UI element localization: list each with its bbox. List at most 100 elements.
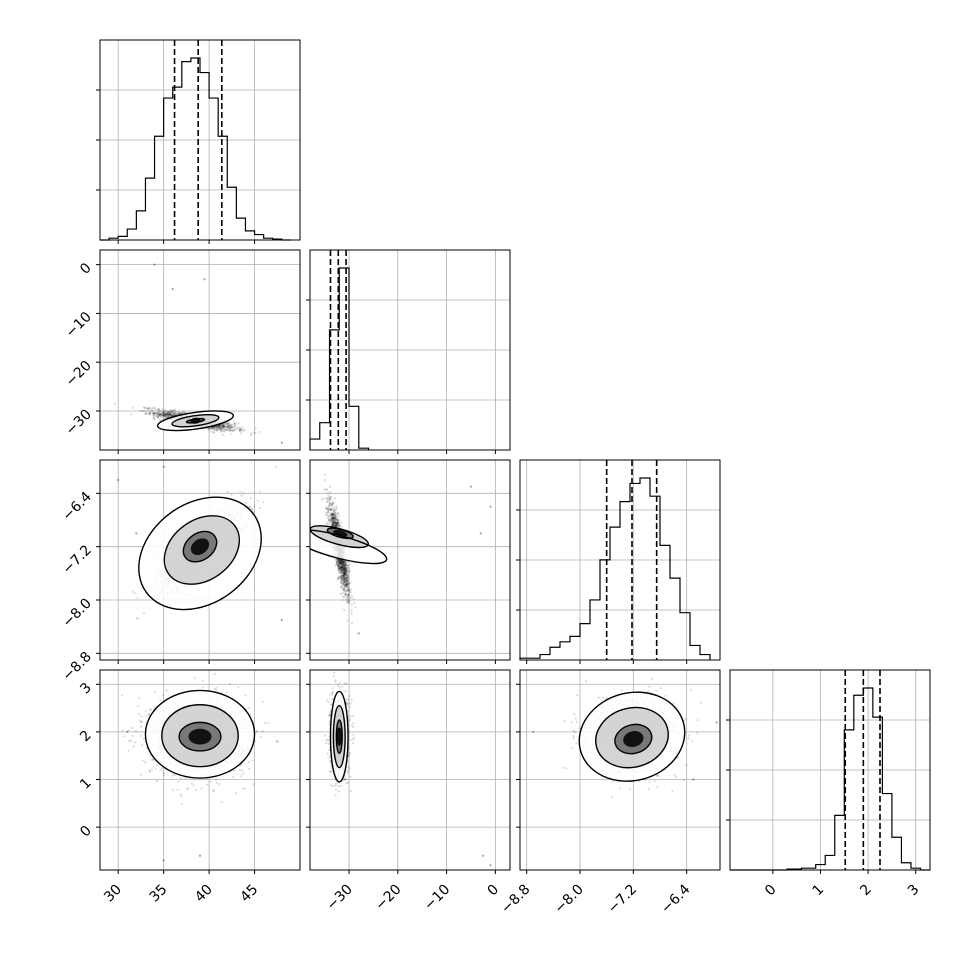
scatter-point — [343, 593, 347, 596]
scatter-point — [159, 413, 162, 416]
scatter-point — [165, 413, 168, 416]
scatter-point — [280, 441, 283, 444]
scatter-point — [332, 523, 335, 526]
scatter-point — [334, 518, 337, 521]
scatter-point — [238, 429, 241, 432]
scatter-point — [208, 427, 211, 430]
scatter-point — [329, 520, 332, 524]
scatter-point — [244, 501, 248, 505]
scatter-point — [339, 576, 343, 579]
scatter-point — [335, 558, 338, 561]
scatter-point — [342, 567, 345, 571]
scatter-point — [213, 426, 217, 429]
scatter-point — [332, 516, 335, 519]
scatter-point — [167, 411, 170, 414]
scatter-point — [157, 409, 160, 412]
scatter-point — [217, 424, 221, 428]
contour-line — [156, 410, 234, 432]
scatter-point — [217, 424, 220, 427]
scatter-point — [157, 414, 160, 417]
scatter-point — [331, 513, 334, 517]
scatter-point — [172, 411, 175, 414]
scatter-point — [331, 523, 334, 527]
scatter-point — [332, 506, 335, 509]
scatter-point — [348, 569, 351, 573]
scatter-point — [342, 560, 345, 563]
scatter-point — [331, 523, 334, 526]
scatter-point — [343, 595, 346, 599]
scatter-point — [345, 583, 349, 586]
scatter-point — [173, 408, 176, 411]
scatter-point — [166, 415, 169, 419]
scatter-point — [165, 411, 168, 414]
scatter-point — [211, 426, 214, 429]
scatter-point — [171, 410, 174, 413]
scatter-point — [210, 430, 213, 433]
scatter-point — [337, 559, 340, 563]
scatter-point — [151, 412, 154, 415]
scatter-point — [344, 580, 347, 583]
scatter-point — [346, 574, 349, 577]
scatter-point — [332, 522, 336, 525]
scatter-point — [341, 568, 344, 571]
scatter-point — [332, 521, 335, 524]
scatter-point — [341, 570, 344, 573]
scatter-point — [226, 425, 229, 428]
x-tick-label: 1 — [810, 882, 828, 900]
scatter-point — [163, 414, 166, 417]
scatter-point — [342, 586, 345, 590]
scatter-point — [344, 570, 347, 574]
scatter-point — [343, 588, 346, 591]
scatter-point — [345, 570, 348, 573]
scatter-point — [342, 563, 345, 566]
scatter-point — [173, 409, 176, 412]
scatter-point — [148, 406, 151, 410]
scatter-point — [222, 424, 225, 427]
scatter-point — [340, 562, 343, 565]
scatter-point — [347, 570, 351, 573]
scatter-point — [216, 428, 219, 431]
scatter-point — [334, 522, 337, 525]
scatter-point — [340, 560, 343, 563]
scatter-point — [336, 563, 339, 566]
scatter-point — [343, 573, 346, 576]
scatter-point — [338, 563, 341, 566]
scatter-point — [145, 412, 148, 416]
scatter-point — [336, 522, 339, 525]
scatter-point — [223, 428, 226, 431]
scatter-point — [335, 561, 338, 564]
scatter-point — [342, 568, 346, 572]
scatter-point — [346, 575, 349, 578]
scatter-point — [224, 429, 227, 432]
scatter-point — [165, 414, 168, 417]
scatter-point — [173, 409, 176, 412]
scatter-point — [347, 598, 350, 601]
scatter-point — [347, 594, 350, 597]
scatter-point — [169, 410, 172, 413]
scatter-point — [149, 409, 152, 412]
scatter-point — [343, 575, 346, 579]
scatter-point — [340, 570, 343, 573]
scatter-point — [153, 418, 156, 421]
scatter-point — [342, 571, 345, 574]
scatter-point — [333, 524, 336, 527]
scatter-point — [336, 559, 339, 562]
scatter-point — [334, 513, 337, 516]
scatter-point — [344, 573, 347, 576]
scatter-point — [328, 518, 331, 521]
scatter-point — [168, 412, 171, 416]
scatter-point — [223, 430, 226, 433]
scatter-point — [218, 424, 222, 427]
scatter-point — [326, 511, 330, 514]
scatter-point — [167, 410, 170, 413]
scatter-point — [325, 514, 329, 517]
scatter-point — [347, 589, 350, 592]
scatter-point — [339, 586, 343, 589]
scatter-point — [217, 426, 220, 429]
scatter-point — [216, 425, 219, 428]
scatter-point — [149, 708, 152, 712]
scatter-point — [340, 569, 344, 572]
scatter-point — [332, 517, 336, 520]
axes-frame — [99, 459, 301, 661]
scatter-point — [336, 522, 340, 525]
